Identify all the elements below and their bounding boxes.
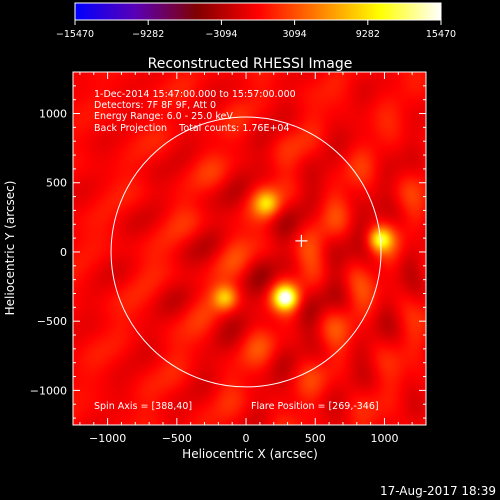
spin-axis-label: Spin Axis = [388,40] (94, 401, 192, 412)
annotation-detectors: Detectors: 7F 8F 9F, Att 0 (94, 100, 216, 111)
axis-ticks: −1000 −500 0 500 1000 −1000 −500 0 500 1000 (30, 71, 427, 445)
x-tick-label: −500 (162, 432, 192, 445)
colorbar-tick-label: 15470 (426, 29, 456, 40)
colorbar-tick-label: −9282 (132, 29, 164, 40)
colorbar-tick-label: 9282 (356, 29, 380, 40)
x-tick-label: 0 (243, 432, 250, 445)
x-tick-label: −1000 (89, 432, 126, 445)
plot-frame (72, 71, 427, 426)
annotation-energy-range: Energy Range: 6.0 - 25.0 keV (94, 111, 233, 122)
x-tick-label: 500 (305, 432, 326, 445)
chart-title: Reconstructed RHESSI Image (148, 56, 353, 72)
y-tick-label: 500 (46, 177, 67, 190)
y-tick-label: 0 (60, 246, 67, 259)
y-axis-label: Heliocentric Y (arcsec) (3, 181, 17, 316)
annotation-time-range: 1-Dec-2014 15:47:00.000 to 15:57:00.000 (94, 89, 296, 100)
footer-timestamp: 17-Aug-2017 18:39 (380, 484, 496, 498)
flare-position-label: Flare Position = [269,-346] (251, 401, 379, 412)
y-tick-label: −500 (37, 315, 67, 328)
colorbar-tick-label: 3094 (283, 29, 307, 40)
y-tick-label: −1000 (30, 384, 67, 397)
y-tick-label: 1000 (39, 108, 67, 121)
colorbar-tick-label: −3094 (205, 29, 237, 40)
colorbar-ticks: −15470 −9282 −3094 3094 9282 15470 (56, 20, 456, 40)
heatmap-image (73, 72, 426, 425)
colorbar (74, 2, 442, 21)
x-axis-label: Heliocentric X (arcsec) (182, 447, 318, 461)
heatmap-raster (73, 72, 426, 425)
colorbar-tick-label: −15470 (56, 29, 94, 40)
flare-cross-marker (295, 234, 308, 247)
x-tick-label: 1000 (370, 432, 398, 445)
annotation-back-projection: Back Projection Total counts: 1.76E+04 (94, 123, 290, 134)
solar-limb-circle (110, 116, 382, 388)
